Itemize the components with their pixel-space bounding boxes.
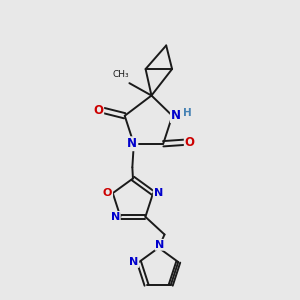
Text: N: N bbox=[129, 257, 138, 267]
Text: N: N bbox=[171, 109, 181, 122]
Text: CH₃: CH₃ bbox=[113, 70, 130, 80]
Text: O: O bbox=[103, 188, 112, 198]
Text: O: O bbox=[185, 136, 195, 149]
Text: N: N bbox=[155, 240, 165, 250]
Text: H: H bbox=[183, 108, 192, 118]
Text: N: N bbox=[127, 137, 137, 150]
Text: N: N bbox=[110, 212, 120, 222]
Text: N: N bbox=[154, 188, 163, 198]
Text: O: O bbox=[93, 104, 103, 117]
